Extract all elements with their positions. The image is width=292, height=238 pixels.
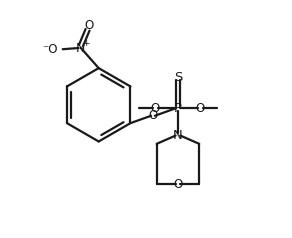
- Text: O: O: [196, 102, 205, 115]
- Text: N: N: [76, 41, 86, 55]
- Text: O: O: [151, 102, 160, 115]
- Text: O: O: [85, 19, 94, 32]
- Text: O: O: [173, 178, 182, 191]
- Text: S: S: [174, 71, 182, 84]
- Text: O: O: [148, 109, 158, 122]
- Text: P: P: [174, 102, 182, 115]
- Text: +: +: [82, 39, 90, 48]
- Text: ⁻O: ⁻O: [42, 43, 58, 56]
- Text: N: N: [173, 129, 183, 142]
